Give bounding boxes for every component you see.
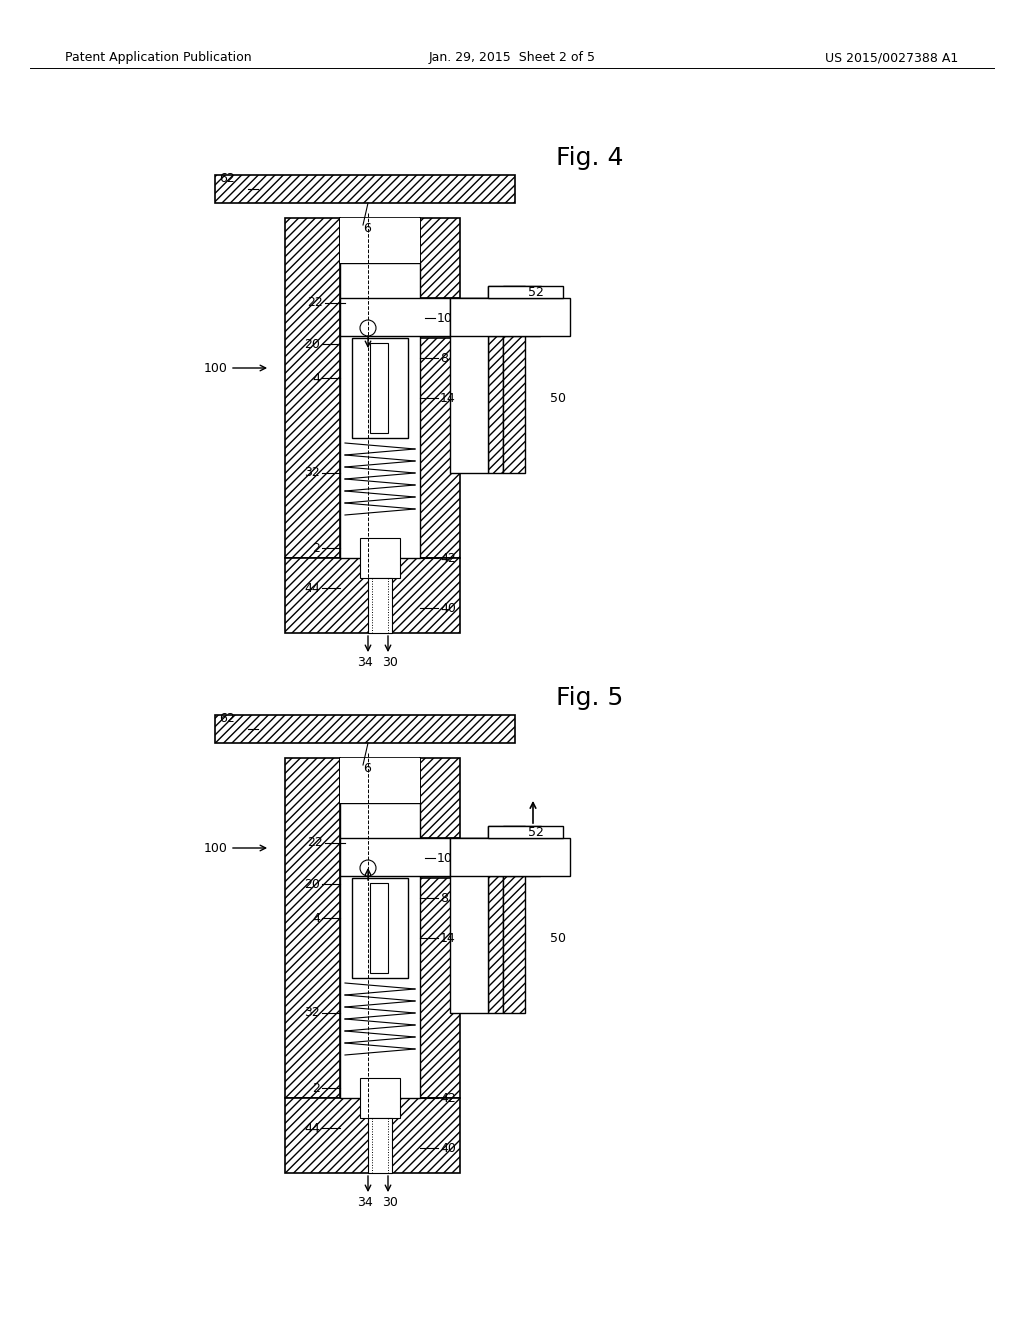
Text: 4: 4 bbox=[312, 912, 319, 924]
Bar bbox=[360, 539, 400, 578]
Text: 14: 14 bbox=[440, 932, 456, 945]
Text: 2: 2 bbox=[312, 1081, 319, 1094]
Text: 100: 100 bbox=[204, 842, 228, 854]
Circle shape bbox=[360, 319, 376, 337]
Text: 42: 42 bbox=[440, 1092, 456, 1105]
Text: 52: 52 bbox=[528, 285, 544, 298]
Bar bbox=[215, 715, 515, 743]
Bar bbox=[352, 338, 408, 438]
Circle shape bbox=[360, 861, 376, 876]
Bar bbox=[420, 338, 460, 558]
Text: Patent Application Publication: Patent Application Publication bbox=[65, 51, 252, 65]
Text: 52: 52 bbox=[528, 825, 544, 838]
Bar bbox=[488, 826, 563, 838]
Text: 44: 44 bbox=[304, 582, 319, 594]
Bar bbox=[370, 343, 388, 433]
Text: 62: 62 bbox=[219, 711, 234, 725]
Text: 10: 10 bbox=[437, 312, 453, 325]
Bar bbox=[340, 263, 420, 558]
Bar bbox=[340, 838, 540, 876]
Bar bbox=[368, 1118, 392, 1173]
Text: 40: 40 bbox=[440, 1142, 456, 1155]
Bar bbox=[285, 758, 340, 1098]
Text: 34: 34 bbox=[357, 656, 373, 669]
Text: 4: 4 bbox=[312, 371, 319, 384]
Text: 6: 6 bbox=[362, 762, 371, 775]
Bar bbox=[450, 838, 488, 1012]
Text: 100: 100 bbox=[204, 362, 228, 375]
Bar bbox=[450, 298, 488, 473]
Bar bbox=[370, 883, 388, 973]
Bar bbox=[420, 218, 460, 298]
Bar bbox=[450, 838, 570, 876]
Bar bbox=[420, 878, 460, 1098]
Bar bbox=[450, 298, 570, 337]
Text: 40: 40 bbox=[440, 602, 456, 615]
Bar bbox=[285, 218, 340, 558]
Bar bbox=[340, 218, 420, 263]
Text: 6: 6 bbox=[362, 222, 371, 235]
Text: 20: 20 bbox=[304, 338, 319, 351]
Text: 32: 32 bbox=[304, 466, 319, 479]
Text: 62: 62 bbox=[219, 172, 234, 185]
Text: 14: 14 bbox=[440, 392, 456, 404]
Bar bbox=[285, 558, 460, 634]
Text: 22: 22 bbox=[307, 297, 323, 309]
Bar bbox=[420, 758, 460, 838]
Text: 20: 20 bbox=[304, 878, 319, 891]
Text: 22: 22 bbox=[307, 837, 323, 850]
Bar bbox=[488, 298, 503, 473]
Text: 8: 8 bbox=[440, 351, 449, 364]
Text: 30: 30 bbox=[382, 1196, 398, 1209]
Bar bbox=[352, 878, 408, 978]
Text: 10: 10 bbox=[437, 851, 453, 865]
Bar bbox=[360, 1078, 400, 1118]
Bar bbox=[340, 298, 540, 337]
Bar bbox=[340, 218, 420, 263]
Bar bbox=[488, 286, 563, 298]
Bar bbox=[215, 176, 515, 203]
Text: 50: 50 bbox=[550, 932, 566, 945]
Text: Fig. 5: Fig. 5 bbox=[556, 686, 624, 710]
Text: 32: 32 bbox=[304, 1006, 319, 1019]
Text: 34: 34 bbox=[357, 1196, 373, 1209]
Bar bbox=[488, 286, 541, 298]
Text: Fig. 4: Fig. 4 bbox=[556, 147, 624, 170]
Text: 44: 44 bbox=[304, 1122, 319, 1134]
Bar bbox=[340, 758, 420, 803]
Text: Jan. 29, 2015  Sheet 2 of 5: Jan. 29, 2015 Sheet 2 of 5 bbox=[428, 51, 596, 65]
Bar bbox=[368, 578, 392, 634]
Text: 8: 8 bbox=[440, 891, 449, 904]
Text: 42: 42 bbox=[440, 552, 456, 565]
Bar bbox=[488, 838, 503, 1012]
Bar bbox=[503, 286, 525, 473]
Text: 2: 2 bbox=[312, 541, 319, 554]
Bar bbox=[488, 826, 541, 838]
Bar bbox=[503, 826, 525, 1012]
Text: US 2015/0027388 A1: US 2015/0027388 A1 bbox=[824, 51, 958, 65]
Text: 30: 30 bbox=[382, 656, 398, 669]
Text: 50: 50 bbox=[550, 392, 566, 404]
Bar bbox=[285, 1098, 460, 1173]
Bar bbox=[340, 803, 420, 1098]
Bar bbox=[340, 758, 420, 803]
